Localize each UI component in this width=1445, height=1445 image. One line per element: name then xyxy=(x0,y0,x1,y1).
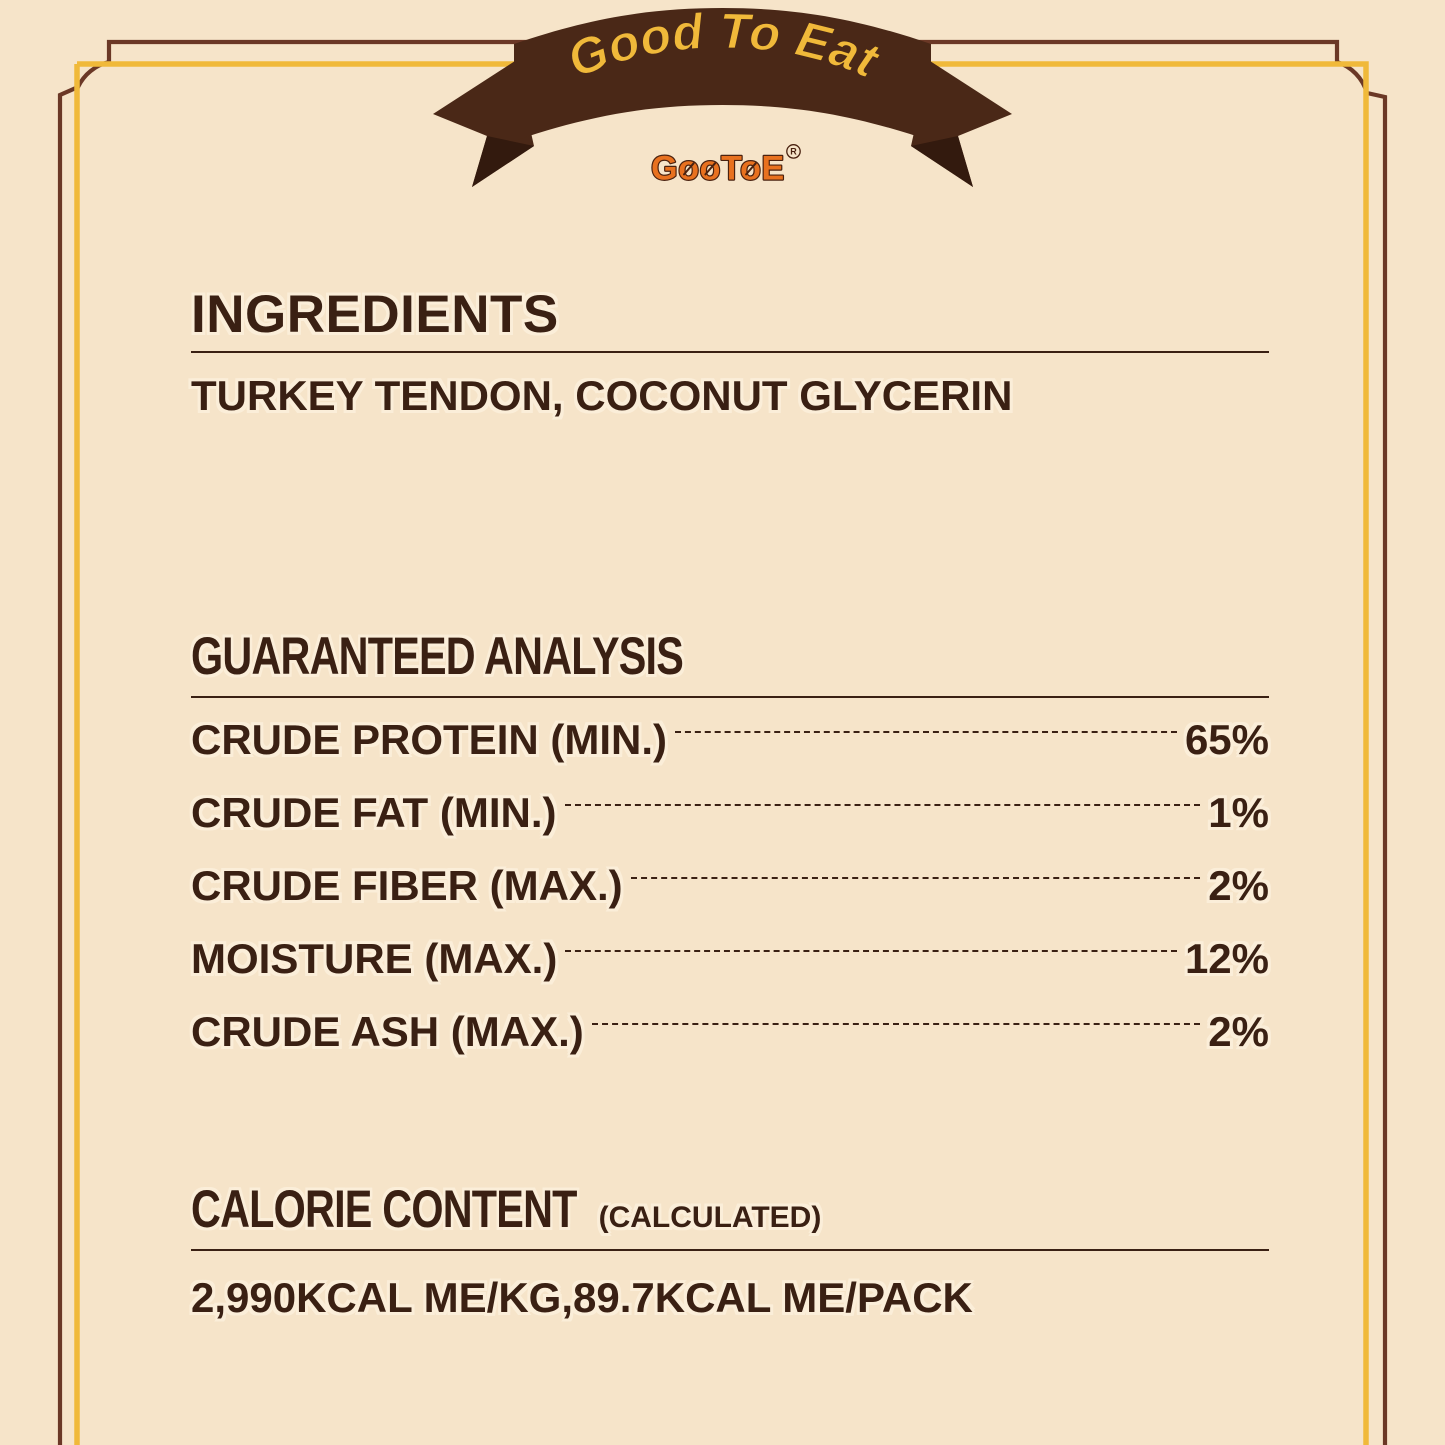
svg-text:GooToE: GooToE xyxy=(651,150,785,188)
svg-text:R: R xyxy=(790,147,797,157)
